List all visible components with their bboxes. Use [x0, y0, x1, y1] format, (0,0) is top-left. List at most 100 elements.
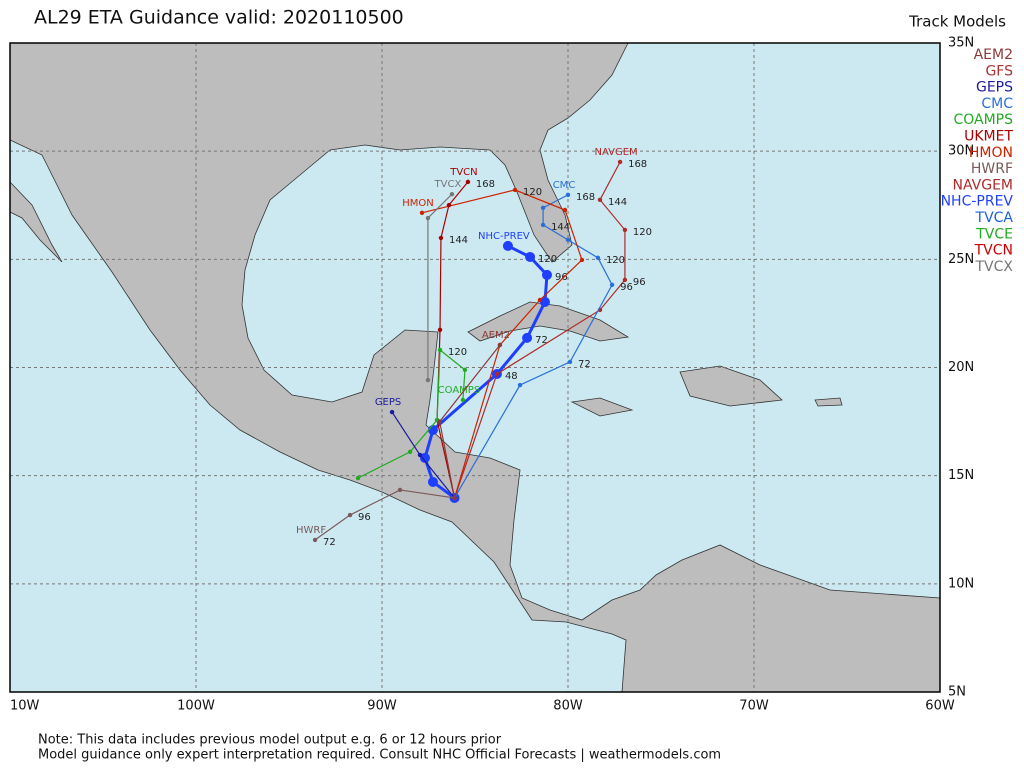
legend-entry: HWRF: [971, 161, 1013, 177]
track-point: [437, 419, 442, 424]
hour-label: 168: [576, 192, 595, 203]
hispaniola: [679, 365, 783, 407]
lon-label: 10W: [10, 699, 40, 714]
track-point: [537, 297, 543, 303]
hour-label: 96: [358, 512, 371, 523]
track-point: [462, 367, 468, 373]
legend-title: Track Models: [908, 13, 1006, 31]
lat-label: 35N: [948, 36, 974, 51]
track-label: TVCX: [434, 179, 462, 190]
track-point: [522, 332, 533, 343]
track-point: [565, 237, 571, 243]
track-point: [512, 187, 518, 193]
track-point: [595, 255, 601, 261]
track-point: [539, 296, 550, 307]
track-point: [494, 371, 500, 377]
hour-label: 72: [323, 537, 336, 548]
track-point: [427, 476, 438, 487]
cuba: [467, 301, 630, 342]
track-point: [347, 512, 353, 518]
track-point: [609, 282, 615, 288]
track-point: [446, 202, 452, 208]
track-point: [562, 207, 568, 213]
legend-entry: GFS: [985, 63, 1013, 79]
track-point: [427, 425, 438, 436]
track-point: [437, 327, 443, 333]
track-line: [357, 348, 466, 479]
hour-label: 72: [578, 359, 591, 370]
track-point: [597, 197, 603, 203]
track-point: [389, 409, 395, 415]
track-point: [355, 475, 361, 481]
hour-label: 168: [476, 179, 495, 190]
lat-label: 25N: [948, 252, 974, 267]
legend-entry: AEM2: [974, 47, 1013, 63]
lat-label: 15N: [948, 468, 974, 483]
track-point: [312, 537, 318, 543]
hour-label: 96: [633, 277, 646, 288]
legend-entry: TVCA: [975, 210, 1014, 226]
lon-label: 80W: [553, 699, 583, 714]
hour-label: 120: [633, 227, 652, 238]
lon-label: 100W: [177, 699, 215, 714]
track-point: [565, 192, 571, 198]
track-label: AEM2: [482, 330, 510, 341]
track-label: HMON: [402, 198, 434, 209]
track-point: [502, 240, 513, 251]
legend-entry: CMC: [981, 96, 1013, 112]
track-label: TVCN: [449, 167, 477, 178]
hour-label: 72: [535, 335, 548, 346]
track-point: [425, 377, 431, 383]
note: Model guidance only expert interpretatio…: [38, 748, 721, 763]
track-label: GEPS: [375, 397, 401, 408]
jamaica: [570, 397, 634, 417]
legend-entry: TVCE: [975, 226, 1013, 242]
track-line: [314, 489, 455, 541]
hour-label: 120: [523, 187, 542, 198]
track-point: [540, 205, 546, 211]
track-point: [397, 487, 403, 493]
title: AL29 ETA Guidance valid: 2020110500: [34, 7, 404, 29]
track-label: NAVGEM: [594, 147, 637, 158]
hour-label: 168: [628, 159, 647, 170]
lon-label: 70W: [739, 699, 769, 714]
track-point: [617, 159, 623, 165]
track-point: [465, 179, 471, 185]
legend-entry: HMON: [969, 145, 1013, 161]
track-point: [417, 452, 423, 458]
hour-label: 144: [608, 197, 627, 208]
track-point: [419, 210, 425, 216]
puerto-rico: [814, 397, 843, 407]
track-point: [622, 277, 628, 283]
lat-label: 10N: [948, 576, 974, 591]
track-point: [419, 452, 430, 463]
track-point: [460, 397, 466, 403]
land: [9, 42, 941, 693]
hour-label: 120: [538, 254, 557, 265]
lat-label: 30N: [948, 144, 974, 159]
track-point: [497, 342, 503, 348]
track-label: COAMPS: [438, 385, 481, 396]
track-point: [541, 269, 552, 280]
track-point: [540, 222, 546, 228]
lon-label: 60W: [925, 699, 955, 714]
legend-entry: TVCN: [974, 243, 1013, 259]
track-point: [567, 359, 573, 365]
map-frame: [9, 42, 941, 693]
track-point: [525, 251, 536, 262]
track-line: [436, 181, 469, 499]
hour-label: 120: [606, 255, 625, 266]
legend-entry: TVCX: [975, 259, 1014, 275]
legend-entry: NHC-PREV: [941, 194, 1014, 210]
note: Note: This data includes previous model …: [38, 733, 502, 748]
hour-label: 120: [448, 347, 467, 358]
hour-label: 96: [620, 282, 633, 293]
track-point: [517, 382, 523, 388]
track-point: [407, 449, 413, 455]
legend-entry: NAVGEM: [952, 177, 1013, 193]
legend-entry: GEPS: [976, 80, 1013, 96]
hour-label: 48: [505, 371, 518, 382]
track-point: [438, 235, 444, 241]
track-label: CMC: [553, 180, 576, 191]
